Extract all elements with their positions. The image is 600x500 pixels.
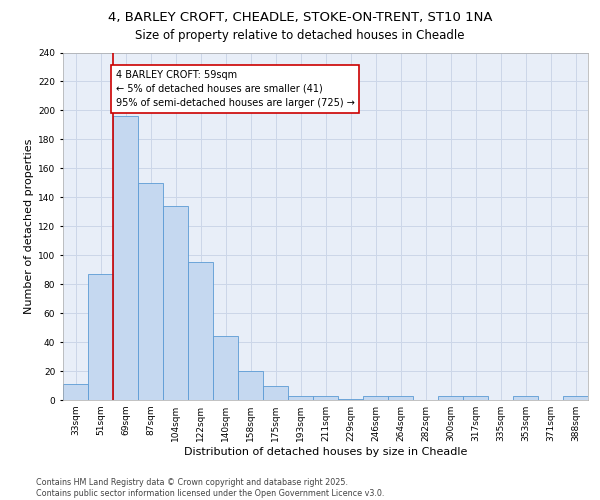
Bar: [313, 396, 338, 400]
Bar: [513, 396, 538, 400]
Bar: [363, 396, 388, 400]
X-axis label: Distribution of detached houses by size in Cheadle: Distribution of detached houses by size …: [184, 447, 467, 457]
Bar: [338, 398, 363, 400]
Bar: [113, 116, 138, 400]
Bar: [238, 371, 263, 400]
Bar: [438, 396, 463, 400]
Bar: [263, 386, 288, 400]
Text: Contains HM Land Registry data © Crown copyright and database right 2025.
Contai: Contains HM Land Registry data © Crown c…: [36, 478, 385, 498]
Bar: [63, 384, 88, 400]
Bar: [138, 183, 163, 400]
Bar: [188, 262, 213, 400]
Bar: [213, 336, 238, 400]
Y-axis label: Number of detached properties: Number of detached properties: [24, 138, 34, 314]
Bar: [388, 396, 413, 400]
Bar: [463, 396, 488, 400]
Text: 4 BARLEY CROFT: 59sqm
← 5% of detached houses are smaller (41)
95% of semi-detac: 4 BARLEY CROFT: 59sqm ← 5% of detached h…: [115, 70, 355, 108]
Bar: [288, 396, 313, 400]
Text: Size of property relative to detached houses in Cheadle: Size of property relative to detached ho…: [135, 29, 465, 42]
Bar: [163, 206, 188, 400]
Bar: [563, 396, 588, 400]
Text: 4, BARLEY CROFT, CHEADLE, STOKE-ON-TRENT, ST10 1NA: 4, BARLEY CROFT, CHEADLE, STOKE-ON-TRENT…: [108, 11, 492, 24]
Bar: [88, 274, 113, 400]
